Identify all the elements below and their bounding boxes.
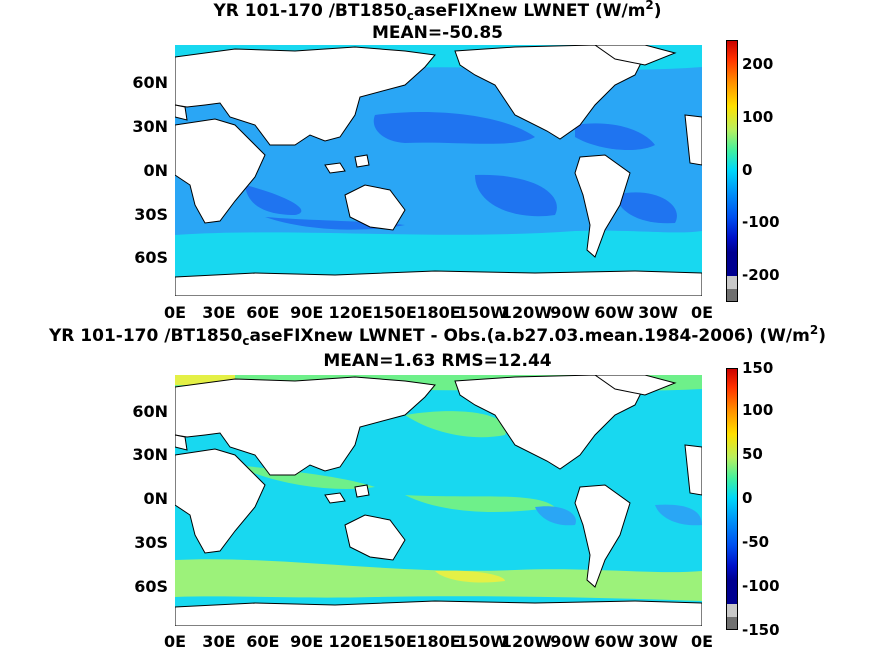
panel2-colorbar-tick-0: 0 (742, 489, 753, 507)
panel1-colorbar-tick-m200: -200 (742, 266, 780, 284)
panel1-lon-label-10: 60W (594, 303, 635, 322)
panel1-lat-label-30s: 30S (134, 205, 168, 224)
panel2-lon-label-9: 90W (550, 632, 591, 651)
panel2-lon-label-0: 0E (163, 632, 187, 651)
panel1-lat-label-0n: 0N (143, 161, 168, 180)
panel2-stats: MEAN=1.63 RMS=12.44 (323, 351, 552, 371)
panel1-lon-label-4: 120E (328, 303, 373, 322)
panel1-map (175, 45, 702, 296)
panel1-colorbar-tick-0: 0 (742, 161, 753, 179)
panel2-colorbar-tick-100: 100 (742, 401, 774, 419)
panel1-lon-label-6: 180E (416, 303, 461, 322)
panel2-colorbar-tick-m50: -50 (742, 533, 770, 551)
panel2-lon-label-1: 30E (202, 632, 236, 651)
panel1-lat-label-60s: 60S (134, 248, 168, 267)
panel2-colorbar-tick-m150: -150 (742, 621, 780, 639)
panel2-lon-label-10: 60W (594, 632, 635, 651)
panel1-lon-label-3: 90E (290, 303, 324, 322)
panel1-lon-label-0: 0E (163, 303, 187, 322)
panel1-lat-label-30n: 30N (132, 117, 168, 136)
panel1-colorbar-tick-100: 100 (742, 108, 774, 126)
panel1-colorbar (726, 40, 738, 302)
panel2-colorbar-tick-150: 150 (742, 359, 774, 377)
panel2-map (175, 375, 702, 626)
panel2-colorbar-tick-m100: -100 (742, 577, 780, 595)
panel1-lon-label-9: 90W (550, 303, 591, 322)
panel1-lat-label-60n: 60N (132, 73, 168, 92)
panel1-stats: MEAN=-50.85 (372, 23, 503, 43)
panel2-lon-label-5: 150E (372, 632, 417, 651)
panel1-title: YR 101-170 /BT1850caseFIXnew LWNET (W/m2… (213, 0, 662, 23)
panel2-lon-label-3: 90E (290, 632, 324, 651)
panel1-lon-label-2: 60E (246, 303, 280, 322)
panel2-lon-label-4: 120E (328, 632, 373, 651)
panel1-colorbar-tick-200: 200 (742, 55, 774, 73)
panel2-lon-label-12: 0E (690, 632, 714, 651)
panel2-colorbar-tick-50: 50 (742, 445, 763, 463)
panel2-lat-label-60n: 60N (132, 402, 168, 421)
panel2-lat-label-30n: 30N (132, 445, 168, 464)
panel2-lon-label-6: 180E (416, 632, 461, 651)
panel2-colorbar (726, 368, 738, 630)
panel2-lat-label-30s: 30S (134, 533, 168, 552)
panel1-lon-label-8: 120W (500, 303, 552, 322)
panel2-lat-label-60s: 60S (134, 577, 168, 596)
panel1-lon-label-12: 0E (690, 303, 714, 322)
panel1-lon-label-1: 30E (202, 303, 236, 322)
panel1-lon-label-7: 150W (456, 303, 508, 322)
panel2-title: YR 101-170 /BT1850caseFIXnew LWNET - Obs… (48, 323, 826, 348)
panel2-lon-label-7: 150W (456, 632, 508, 651)
panel2-lat-label-0n: 0N (143, 489, 168, 508)
panel1-colorbar-tick-m100: -100 (742, 213, 780, 231)
panel1-lon-label-5: 150E (372, 303, 417, 322)
panel2-lon-label-11: 30W (638, 632, 679, 651)
panel2-lon-label-2: 60E (246, 632, 280, 651)
panel1-lon-label-11: 30W (638, 303, 679, 322)
panel2-lon-label-8: 120W (500, 632, 552, 651)
